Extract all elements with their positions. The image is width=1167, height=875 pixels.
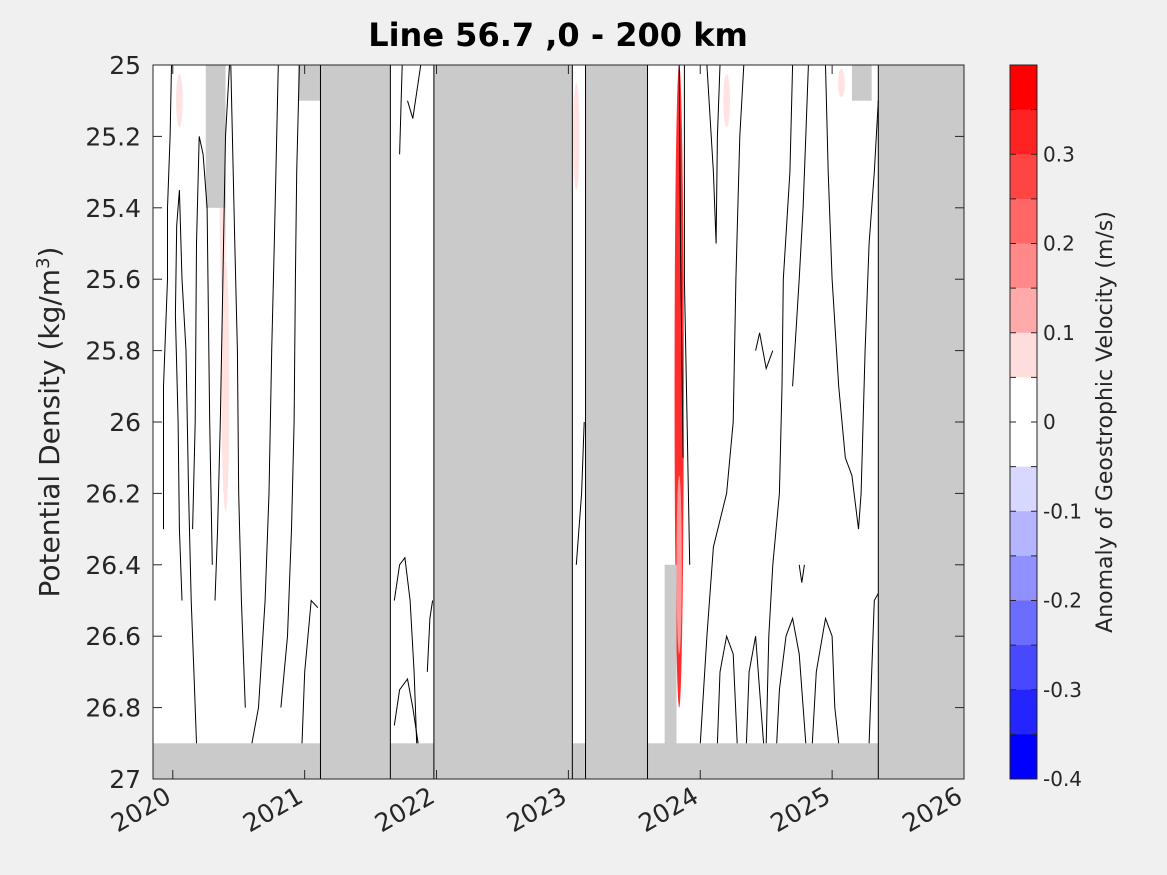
colorbar-frame <box>1009 64 1038 780</box>
y-tick-label: 26.8 <box>85 694 141 723</box>
anomaly-patch <box>176 73 183 128</box>
contour-line <box>825 64 879 530</box>
colorbar-tick-label: 0.3 <box>1043 142 1075 166</box>
no-data-period <box>320 65 391 779</box>
colorbar-swatch <box>1010 466 1037 512</box>
colorbar-swatch <box>1010 734 1037 780</box>
contour-line <box>407 64 422 119</box>
contour-line <box>792 64 809 387</box>
contour-line <box>716 634 738 744</box>
colorbar-tick-label: -0.2 <box>1043 589 1082 613</box>
y-axis-label-superscript: 3 <box>33 257 54 268</box>
anomaly-patch <box>221 261 230 512</box>
y-tick-label: 25.8 <box>85 337 141 366</box>
contour-line <box>798 564 805 583</box>
contour-line <box>192 136 213 565</box>
colorbar-swatch <box>1010 288 1037 334</box>
y-tick-label: 25 <box>109 51 141 80</box>
colorbar-swatch <box>1010 109 1037 155</box>
contour-line <box>706 64 721 244</box>
colorbar-swatch <box>1010 377 1037 423</box>
y-axis-label-close: ) <box>33 247 66 258</box>
anomaly-patch <box>752 100 759 208</box>
y-axis: 25 25.2 25.4 25.6 25.8 26 26.2 26.4 26.6 26.8 27 <box>85 51 964 794</box>
colorbar: 0.3 0.2 0.1 0 -0.1 -0.2 -0.3 -0.4 Anomaly of Ge… <box>1009 64 1118 791</box>
contour-line <box>393 556 418 744</box>
y-axis-label: Potential Density (kg/m3) <box>33 247 67 598</box>
chart-title: Line 56.7 ,0 - 200 km <box>368 16 748 54</box>
contour-line <box>745 636 765 744</box>
colorbar-tick-label: -0.1 <box>1043 499 1082 523</box>
colorbar-swatch <box>1010 689 1037 735</box>
contour-line <box>678 64 684 458</box>
contour-line <box>174 189 197 744</box>
colorbar-tick-label: -0.3 <box>1043 678 1082 702</box>
y-tick-label: 27 <box>109 765 141 794</box>
contour-line <box>575 421 585 565</box>
contour-line <box>163 64 172 530</box>
colorbar-swatch <box>1010 555 1037 601</box>
contour-line <box>214 64 230 601</box>
colorbar-swatch <box>1010 198 1037 244</box>
colorbar-tick-label: 0 <box>1043 410 1056 434</box>
colorbar-swatches <box>1010 65 1037 780</box>
contour-lines <box>163 64 879 744</box>
colorbar-swatch <box>1010 422 1037 468</box>
y-axis-label-text: Potential Density (kg/m <box>33 269 66 598</box>
no-data-period <box>585 65 648 779</box>
colorbar-swatch <box>1010 65 1037 111</box>
contour-line <box>683 65 691 565</box>
y-tick-label: 25.6 <box>85 265 141 294</box>
no-data-period <box>298 65 321 101</box>
anomaly-patch <box>838 68 845 98</box>
contour-line <box>393 677 419 744</box>
contour-line <box>426 600 434 672</box>
y-tick-label: 26.6 <box>85 622 141 651</box>
contour-line <box>280 64 300 708</box>
plot-area: 2020 2021 2022 2023 2024 2025 2026 2525.225.42… <box>85 51 967 838</box>
colorbar-swatch <box>1010 243 1037 289</box>
colorbar-swatch <box>1010 332 1037 378</box>
contour-line <box>699 64 745 744</box>
contour-line <box>301 599 319 744</box>
y-tick-label: 26 <box>109 408 141 437</box>
contour-line <box>251 64 279 744</box>
colorbar-ticks: 0.3 0.2 0.1 0 -0.1 -0.2 -0.3 -0.4 <box>1043 142 1082 791</box>
contour-line <box>765 64 794 744</box>
no-data-period <box>878 65 964 779</box>
colorbar-label: Anomaly of Geostrophic Velocity (m/s) <box>1093 211 1118 633</box>
no-data-mask <box>153 64 965 780</box>
contour-line <box>811 616 840 744</box>
anomaly-patch <box>676 475 682 655</box>
colorbar-swatch <box>1010 511 1037 557</box>
contour-line <box>776 616 807 744</box>
y-tick-label: 26.4 <box>85 551 141 580</box>
no-data-period <box>851 65 872 101</box>
colorbar-tick-label: 0.1 <box>1043 321 1075 345</box>
colorbar-swatch <box>1010 645 1037 691</box>
no-data-period <box>664 564 677 779</box>
no-data-period <box>205 65 226 208</box>
contour-line <box>755 332 774 371</box>
y-tick-label: 25.2 <box>85 122 141 151</box>
y-tick-label: 25.4 <box>85 194 141 223</box>
contour-line <box>868 593 879 744</box>
contour-line <box>399 64 403 155</box>
colorbar-tick-label: 0.2 <box>1043 232 1075 256</box>
colorbar-swatch <box>1010 600 1037 646</box>
colorbar-swatch <box>1010 154 1037 200</box>
y-tick-label: 26.2 <box>85 479 141 508</box>
anomaly-patch <box>573 82 580 190</box>
contour-line <box>230 64 246 708</box>
no-data-period <box>433 65 573 779</box>
colorbar-tick-label: -0.4 <box>1043 767 1082 791</box>
anomaly-patch <box>723 73 730 128</box>
